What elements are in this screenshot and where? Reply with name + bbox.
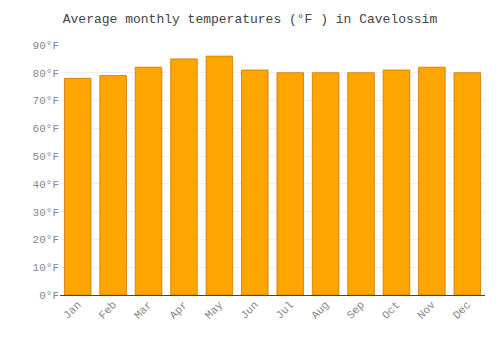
svg-text:80°F: 80°F bbox=[33, 68, 59, 80]
svg-text:Jun: Jun bbox=[238, 299, 260, 321]
svg-text:May: May bbox=[203, 299, 226, 322]
svg-text:Aug: Aug bbox=[309, 299, 331, 321]
svg-text:60°F: 60°F bbox=[33, 123, 59, 135]
svg-text:40°F: 40°F bbox=[33, 179, 59, 191]
svg-text:90°F: 90°F bbox=[33, 40, 59, 52]
svg-text:Jul: Jul bbox=[274, 299, 296, 321]
svg-text:70°F: 70°F bbox=[33, 95, 59, 107]
svg-text:Oct: Oct bbox=[380, 299, 402, 321]
svg-text:0°F: 0°F bbox=[39, 290, 59, 302]
svg-text:Sep: Sep bbox=[345, 299, 367, 321]
svg-text:20°F: 20°F bbox=[33, 234, 59, 246]
svg-text:Dec: Dec bbox=[451, 299, 473, 321]
svg-text:Mar: Mar bbox=[132, 299, 154, 321]
svg-text:Average monthly temperatures (: Average monthly temperatures (°F ) in Ca… bbox=[63, 12, 438, 27]
svg-text:Jan: Jan bbox=[61, 299, 83, 321]
svg-text:Feb: Feb bbox=[97, 299, 119, 321]
svg-text:Apr: Apr bbox=[167, 299, 189, 321]
svg-text:Nov: Nov bbox=[415, 299, 438, 322]
svg-text:10°F: 10°F bbox=[33, 262, 59, 274]
svg-text:30°F: 30°F bbox=[33, 207, 59, 219]
svg-text:50°F: 50°F bbox=[33, 151, 59, 163]
